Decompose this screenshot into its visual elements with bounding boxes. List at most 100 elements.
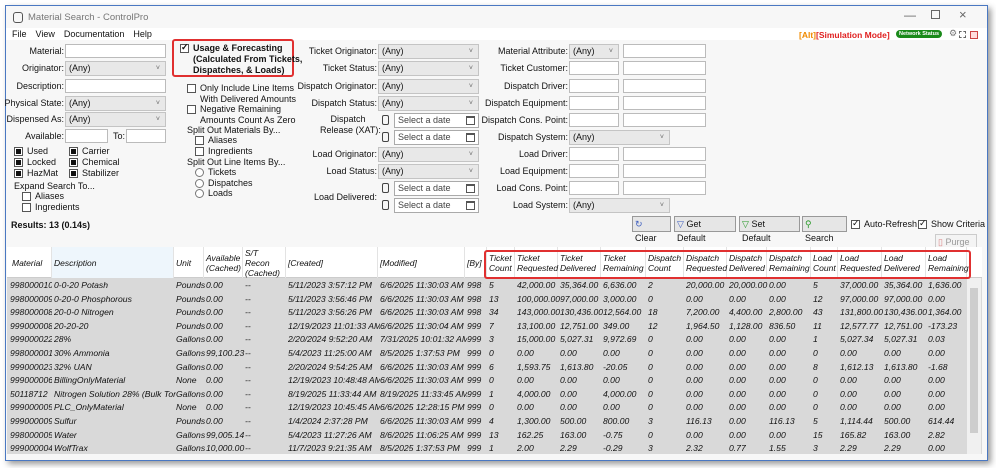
menu-file[interactable]: File [12,29,27,39]
dispatch-system-select[interactable]: (Any) [569,130,670,145]
load-delivered-to-date[interactable]: Select a date [394,198,479,213]
table-row[interactable]: 998000001 30% Ammonia Gallons 99,100.23 -- 5/… [7,347,967,361]
radio-dispatches[interactable]: Dispatches [195,178,253,189]
column-header[interactable]: Material [10,247,52,278]
column-header[interactable]: Description [52,247,174,278]
flag-carrier[interactable]: Carrier [69,146,129,157]
minimize-button[interactable]: — [904,8,916,22]
column-header[interactable]: [Created] [286,247,378,278]
flag-chemical[interactable]: Chemical [69,157,129,168]
maximize-button[interactable] [931,10,940,19]
date-spin-icon[interactable] [382,115,389,125]
show-criteria-checkbox[interactable]: Show Criteria [918,218,985,230]
load-cons-point-input[interactable] [569,181,619,195]
table-row[interactable]: 999000023 32% UAN Gallons 0.00 -- 2/20/2024 9… [7,361,967,375]
flag-used[interactable]: Used [14,146,69,157]
column-header[interactable]: Dispatch Delivered [727,247,767,278]
column-header[interactable]: Load Requested [838,247,882,278]
column-header[interactable]: Load Remaining [926,247,969,278]
table-row[interactable]: 999000008 20-20-20 Pounds 0.00 -- 12/19/2023 … [7,320,967,334]
dispatch-release-from-date[interactable]: Select a date [394,113,479,128]
dispatch-driver-name[interactable] [623,79,706,93]
column-header[interactable]: Unit [174,247,204,278]
calendar-icon[interactable] [466,201,475,210]
calendar-icon[interactable] [466,184,475,193]
column-header[interactable]: Load Delivered [882,247,926,278]
load-equipment-name[interactable] [623,164,706,178]
table-row[interactable]: 998000008 20-0-0 Nitrogen Pounds 0.00 -- 5/11… [7,306,967,320]
menu-documentation[interactable]: Documentation [63,29,125,39]
only-delivered-checkbox[interactable]: Only Include Line Items With Delivered Am… [187,83,296,104]
column-header[interactable]: Dispatch Count [646,247,684,278]
expand-ingredients-checkbox[interactable]: Ingredients [22,202,80,213]
vertical-scrollbar[interactable] [967,278,981,454]
network-status-badge[interactable]: Network Status [896,30,943,38]
load-driver-input[interactable] [569,147,619,161]
dispatch-release-to-date[interactable]: Select a date [394,130,479,145]
get-default-button[interactable]: ▽ Get Default [674,216,736,243]
ticket-customer-name[interactable] [623,61,706,75]
split-ingredients-checkbox[interactable]: Ingredients [195,146,253,157]
table-row[interactable]: 998000009 0-20-0 Phosphorous Pounds 0.00 -- 5… [7,293,967,307]
auto-refresh-checkbox[interactable]: Auto-Refresh [851,218,917,230]
radio-loads[interactable]: Loads [195,188,253,199]
material-attribute-select[interactable]: (Any) [569,44,619,59]
available-to-input[interactable] [126,129,166,143]
load-status-select[interactable]: (Any) [378,164,479,179]
dispatch-originator-select[interactable]: (Any) [378,79,479,94]
dispatch-cons-point-name[interactable] [623,113,706,127]
purge-button[interactable]: ▯ Purge [935,234,977,250]
negative-remaining-checkbox[interactable]: Negative Remaining Amounts Count As Zero [187,104,296,125]
settings-icon[interactable]: ⚙ [949,28,958,38]
table-row[interactable]: 998000005 Water Gallons 99,005.14 -- 5/4/2023… [7,429,967,443]
set-default-button[interactable]: ▽ Set Default [739,216,800,243]
column-header[interactable]: Ticket Delivered [558,247,601,278]
originator-select[interactable]: (Any) [65,61,166,76]
physical-state-select[interactable]: (Any) [65,96,166,111]
material-input[interactable] [65,44,166,58]
column-header[interactable]: Ticket Requested [515,247,558,278]
table-row[interactable]: 999000005 PLC_OnlyMaterial None 0.00 -- 12/19… [7,401,967,415]
column-header[interactable]: Load Count [811,247,838,278]
column-header[interactable]: Ticket Remaining [601,247,646,278]
calendar-icon[interactable] [466,133,475,142]
load-cons-point-name[interactable] [623,181,706,195]
load-originator-select[interactable]: (Any) [378,147,479,162]
table-row[interactable]: 999000022 28% Gallons 0.00 -- 2/20/2024 9:52:… [7,333,967,347]
dispatch-cons-point-input[interactable] [569,113,619,127]
expand-aliases-checkbox[interactable]: Aliases [22,191,80,202]
ticket-customer-input[interactable] [569,61,619,75]
search-button[interactable]: ⚲ Search [802,216,847,243]
dispatch-equipment-input[interactable] [569,96,619,110]
available-from-input[interactable] [65,129,108,143]
clear-button[interactable]: ↻ Clear [632,216,671,243]
date-spin-icon[interactable] [382,132,389,142]
date-spin-icon[interactable] [382,183,389,193]
calendar-icon[interactable] [466,116,475,125]
flag-locked[interactable]: Locked [14,157,69,168]
fullscreen-icon[interactable] [959,31,966,38]
flag-stabilizer[interactable]: Stabilizer [69,168,129,179]
dispatch-status-select[interactable]: (Any) [378,96,479,111]
flag-hazmat[interactable]: HazMat [14,168,69,179]
usage-forecasting-checkbox[interactable]: Usage & Forecasting(Calculated From Tick… [180,42,302,76]
column-header[interactable]: S/T Recon (Cached) [243,247,286,278]
dispensed-as-select[interactable]: (Any) [65,112,166,127]
table-row[interactable]: 999000006 BillingOnlyMaterial None 0.00 -- 12… [7,374,967,388]
menu-help[interactable]: Help [133,29,152,39]
column-header[interactable]: [By] [465,247,487,278]
column-header[interactable]: Dispatch Requested [684,247,727,278]
column-header[interactable]: Available (Cached) [204,247,243,278]
radio-tickets[interactable]: Tickets [195,167,253,178]
date-spin-icon[interactable] [382,200,389,210]
dispatch-equipment-name[interactable] [623,96,706,110]
column-header[interactable]: Dispatch Remaining [767,247,811,278]
load-delivered-from-date[interactable]: Select a date [394,181,479,196]
description-input[interactable] [65,79,166,93]
table-row[interactable]: 998000010 0-0-20 Potash Pounds 0.00 -- 5/11/2… [7,279,967,293]
table-row[interactable]: 50118712 Nitrogen Solution 28% (Bulk Ton)… [7,388,967,402]
column-header[interactable]: Ticket Count [487,247,515,278]
close-button[interactable]: × [959,7,967,22]
table-row[interactable]: 999000009 Sulfur Pounds 0.00 -- 1/4/2024 2:37… [7,415,967,429]
dispatch-driver-input[interactable] [569,79,619,93]
